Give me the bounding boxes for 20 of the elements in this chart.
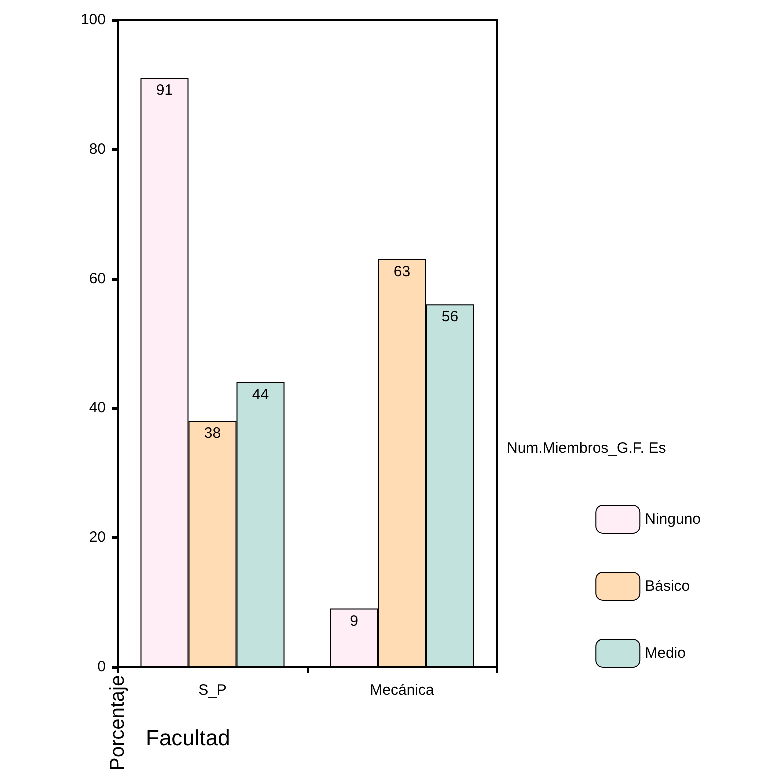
- x-tick-label: S_P: [198, 682, 227, 699]
- legend-label: Ninguno: [645, 511, 702, 528]
- x-tick-label: Mecánica: [370, 682, 436, 699]
- y-tick-label: 80: [89, 140, 106, 158]
- x-axis-title: Facultad: [146, 726, 230, 750]
- data-label: 38: [204, 425, 222, 442]
- y-axis-title: Porcentaje: [107, 675, 129, 772]
- y-tick-label: 60: [89, 270, 106, 288]
- y-tick-label: 40: [89, 400, 106, 417]
- legend-title: Num.Miembros_G.F. Es: [507, 440, 666, 457]
- data-label: 56: [442, 308, 459, 326]
- legend-label: Básico: [645, 578, 690, 595]
- data-label: 91: [156, 82, 174, 100]
- y-tick-label: 100: [80, 12, 106, 28]
- y-tick-label: 20: [89, 529, 106, 546]
- data-label: 63: [394, 263, 411, 280]
- data-label: 44: [252, 386, 270, 404]
- data-label: 9: [350, 612, 358, 630]
- legend-label: Medio: [645, 645, 686, 662]
- y-tick-label: 0: [98, 658, 106, 676]
